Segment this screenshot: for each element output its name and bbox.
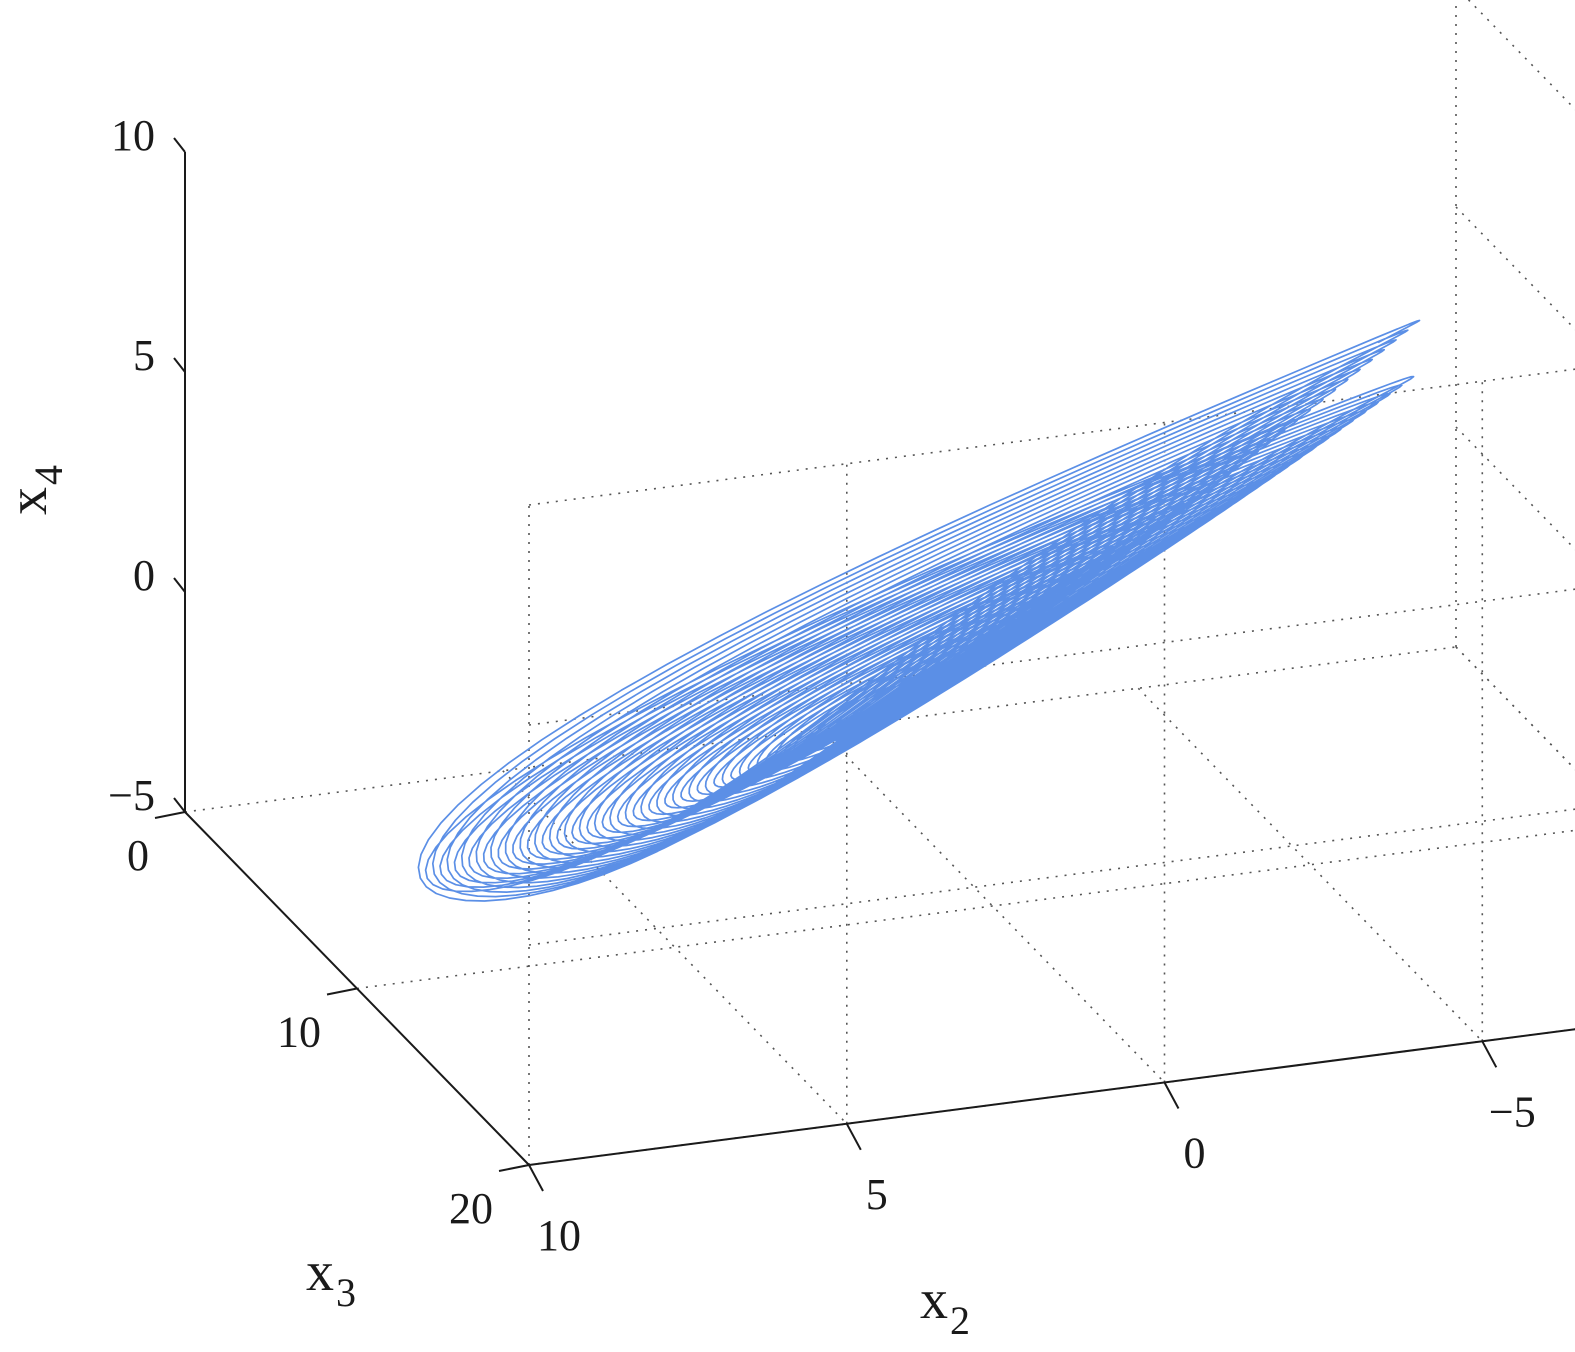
grid-line	[528, 808, 1575, 946]
grid-line	[528, 368, 1575, 506]
x2-axis-label-sub: 2	[950, 1298, 970, 1343]
x3-tick-mark	[498, 1164, 530, 1172]
trajectory-line	[417, 319, 1421, 902]
x3-tick-label: 0	[127, 831, 149, 880]
x2-tick-label: 10	[537, 1211, 581, 1260]
grid-line	[356, 829, 1575, 990]
x2-axis-label-main: x	[920, 1269, 948, 1331]
grid-line	[502, 770, 848, 1125]
x4-tick-mark	[173, 577, 186, 593]
x4-tick-label: 0	[133, 551, 155, 600]
x3-tick-mark	[326, 987, 358, 996]
x4-tick-label: −5	[108, 771, 155, 820]
x3-tick-mark	[154, 811, 186, 819]
x2-tick-mark	[1163, 1082, 1180, 1109]
grid-line	[1455, 206, 1575, 331]
grid-line	[1467, 0, 1575, 111]
grid-line	[1455, 646, 1575, 771]
x2-axis-line	[528, 1028, 1575, 1166]
x3-tick-label: 10	[277, 1008, 321, 1057]
grid-line	[1137, 687, 1483, 1042]
x2-tick-mark	[845, 1123, 862, 1151]
x4-tick-label: 5	[133, 331, 155, 380]
x3-tick-label: 20	[449, 1184, 493, 1233]
x4-tick-mark	[173, 137, 186, 153]
x4-tick-label: 10	[111, 111, 155, 160]
x2-tick-mark	[1481, 1040, 1498, 1068]
x2-tick-mark	[528, 1164, 544, 1192]
x4-axis-label-main: x	[0, 487, 59, 515]
x2-tick-label: −5	[1489, 1087, 1536, 1136]
x3-axis-label-main: x	[306, 1241, 334, 1303]
grid-line	[1455, 646, 1575, 771]
x4-tick-mark	[173, 357, 186, 373]
x2-tick-label: 0	[1184, 1129, 1206, 1178]
x2-tick-label: 5	[866, 1170, 888, 1219]
trajectory-group	[417, 319, 1421, 902]
x3-axis-label-sub: 3	[336, 1270, 356, 1315]
axes	[154, 137, 1575, 1192]
x4-tick-mark	[173, 797, 186, 813]
x4-axis-label: x4	[0, 465, 71, 515]
x4-axis-label-sub: 4	[26, 465, 71, 485]
grid-line	[819, 728, 1166, 1084]
grid-line	[528, 588, 1575, 726]
grid-line	[528, 1028, 1575, 1166]
grid-line	[1455, 426, 1575, 551]
grid-line	[528, 1028, 1575, 1166]
